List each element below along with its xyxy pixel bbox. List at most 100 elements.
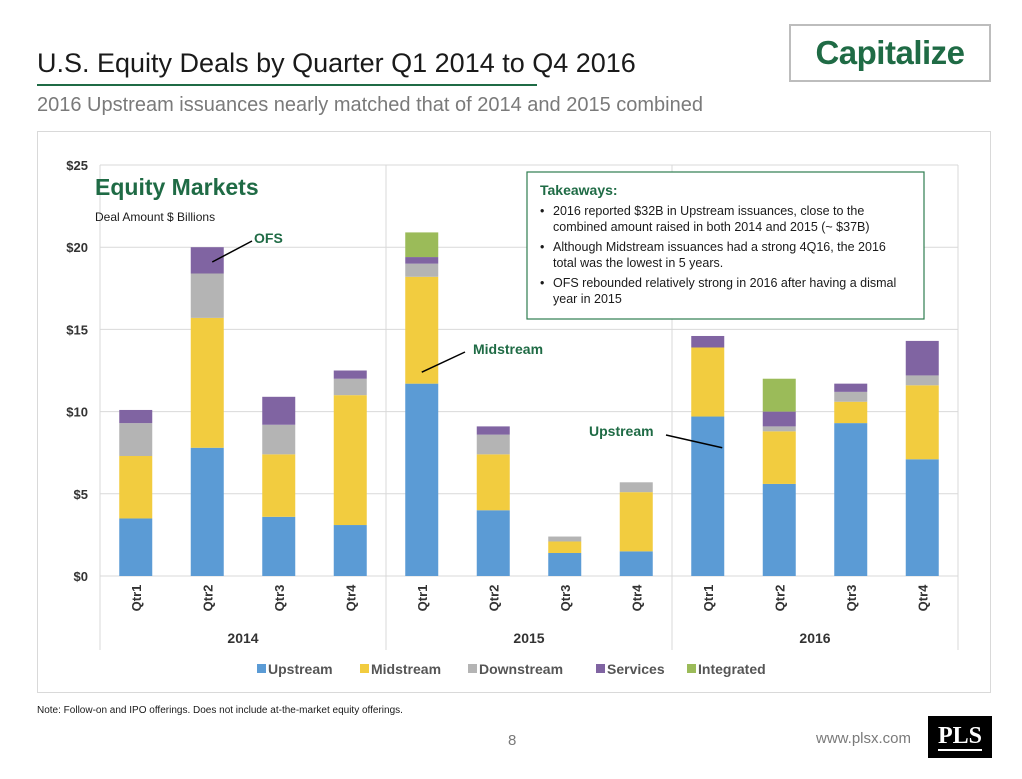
capitalize-logo: Capitalize — [789, 24, 991, 82]
annotation-leader-line — [421, 351, 466, 373]
takeaway-line: 2016 reported $32B in Upstream issuances… — [553, 204, 864, 218]
takeaways-box — [526, 171, 925, 320]
y-tick-label: $0 — [74, 569, 88, 584]
takeaway-line: combined amount raised in both 2014 and … — [553, 220, 870, 234]
bar-segment-midstream — [905, 385, 939, 460]
bar-segment-downstream — [476, 434, 510, 455]
chart-frame — [37, 131, 991, 693]
bar-segment-midstream — [548, 541, 582, 553]
y-tick-label: $20 — [66, 240, 88, 255]
legend-label-integrated: Integrated — [698, 661, 766, 677]
legend-swatch-midstream — [360, 664, 369, 673]
annotation-midstream: Midstream — [473, 341, 543, 357]
x-tick-label: Qtr1 — [129, 585, 144, 612]
title-underline — [37, 84, 537, 86]
bar-segment-integrated — [405, 232, 439, 258]
takeaway-line: year in 2015 — [553, 292, 622, 306]
annotation-leader-line — [665, 434, 723, 449]
bar-segment-downstream — [548, 536, 582, 542]
footnote: Note: Follow-on and IPO offerings. Does … — [37, 705, 403, 716]
legend-swatch-upstream — [257, 664, 266, 673]
legend-swatch-integrated — [687, 664, 696, 673]
bar-segment-midstream — [619, 492, 653, 552]
y-tick-label: $5 — [74, 487, 88, 502]
annotation-ofs: OFS — [254, 230, 283, 246]
takeaway-bullet-marker: • — [540, 204, 544, 218]
bar-segment-upstream — [262, 516, 296, 576]
takeaway-bullet-marker: • — [540, 240, 544, 254]
bar-segment-downstream — [619, 482, 653, 493]
bar-segment-services — [762, 411, 796, 427]
bar-segment-services — [834, 383, 868, 392]
bar-segment-services — [405, 257, 439, 264]
x-tick-label: Qtr3 — [272, 585, 287, 612]
bar-segment-upstream — [548, 552, 582, 576]
bar-segment-integrated — [762, 378, 796, 412]
legend-swatch-downstream — [468, 664, 477, 673]
pls-logo: PLS — [928, 716, 992, 758]
legend-swatch-services — [596, 664, 605, 673]
bar-segment-services — [905, 340, 939, 376]
bar-segment-downstream — [333, 378, 367, 396]
bar-segment-upstream — [119, 518, 153, 576]
bar-segment-midstream — [119, 455, 153, 519]
y-tick-label: $10 — [66, 405, 88, 420]
x-tick-label: Qtr2 — [200, 585, 215, 612]
bar-segment-services — [262, 396, 296, 425]
year-group-label: 2016 — [799, 630, 830, 646]
x-tick-label: Qtr1 — [701, 585, 716, 612]
annotation-leader-line — [211, 240, 253, 263]
x-tick-label: Qtr3 — [844, 585, 859, 612]
annotation-upstream: Upstream — [589, 423, 654, 439]
year-group-label: 2015 — [513, 630, 544, 646]
page-subtitle: 2016 Upstream issuances nearly matched t… — [37, 94, 703, 116]
bar-segment-upstream — [333, 525, 367, 576]
x-tick-label: Qtr4 — [915, 584, 930, 612]
chart-title: Equity Markets — [95, 174, 259, 200]
bar-segment-downstream — [262, 424, 296, 455]
bar-segment-downstream — [119, 423, 153, 456]
takeaways-heading: Takeaways: — [540, 182, 618, 198]
bar-segment-upstream — [190, 447, 224, 576]
bar-segment-downstream — [405, 263, 439, 277]
y-tick-label: $25 — [66, 158, 88, 173]
legend-label-midstream: Midstream — [371, 661, 441, 677]
bar-segment-midstream — [834, 401, 868, 424]
bar-segment-services — [333, 370, 367, 379]
x-tick-label: Qtr4 — [343, 584, 358, 612]
bar-segment-upstream — [905, 459, 939, 576]
bar-segment-services — [476, 426, 510, 435]
bar-segment-midstream — [762, 431, 796, 484]
takeaway-line: Although Midstream issuances had a stron… — [553, 240, 886, 254]
bar-segment-downstream — [762, 426, 796, 432]
bar-segment-upstream — [405, 383, 439, 576]
website-link[interactable]: www.plsx.com — [816, 730, 912, 747]
x-tick-label: Qtr2 — [486, 585, 501, 612]
x-tick-label: Qtr2 — [772, 585, 787, 612]
pls-logo-text: PLS — [937, 722, 982, 751]
bar-segment-services — [119, 409, 153, 424]
bar-segment-downstream — [834, 391, 868, 402]
takeaway-line: total was the lowest in 5 years. — [553, 256, 723, 270]
page-number: 8 — [508, 732, 517, 749]
x-tick-label: Qtr4 — [629, 584, 644, 612]
legend-label-downstream: Downstream — [479, 661, 563, 677]
legend-label-upstream: Upstream — [268, 661, 333, 677]
bar-segment-upstream — [691, 416, 725, 576]
bar-segment-upstream — [476, 510, 510, 576]
bar-segment-upstream — [619, 551, 653, 576]
year-group-label: 2014 — [227, 630, 258, 646]
bar-segment-downstream — [905, 375, 939, 386]
takeaway-bullet-marker: • — [540, 276, 544, 290]
bar-segment-services — [190, 247, 224, 274]
x-tick-label: Qtr1 — [415, 585, 430, 612]
bar-segment-midstream — [476, 454, 510, 511]
y-axis-label: Deal Amount $ Billions — [95, 210, 215, 224]
bar-segment-midstream — [333, 395, 367, 526]
bar-segment-midstream — [405, 276, 439, 384]
y-tick-label: $15 — [66, 322, 88, 337]
x-tick-label: Qtr3 — [558, 585, 573, 612]
brand-text: Capitalize — [815, 34, 965, 71]
takeaway-line: OFS rebounded relatively strong in 2016 … — [553, 276, 896, 290]
